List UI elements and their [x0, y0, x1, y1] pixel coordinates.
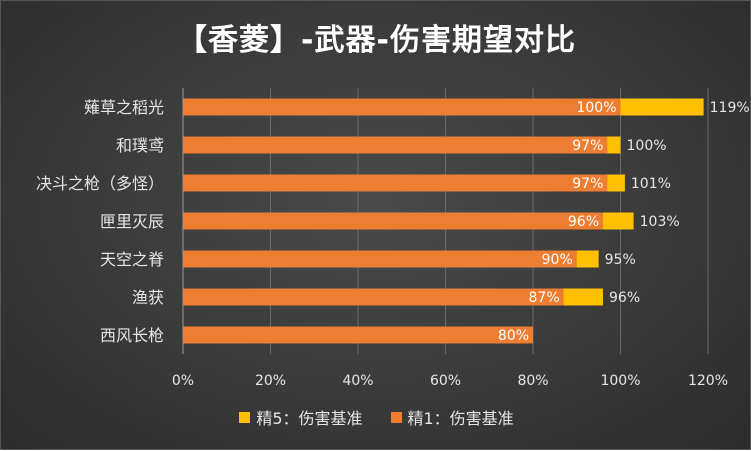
x-tick-label: 20%: [255, 373, 286, 389]
data-label-r1: 100%: [576, 100, 616, 116]
data-label-r1: 96%: [568, 214, 599, 230]
legend-item-r1: 精1：伤害基准: [390, 405, 514, 429]
data-label-r1: 90%: [542, 252, 573, 268]
bar-r1: [183, 250, 577, 268]
x-tick-label: 120%: [688, 373, 728, 389]
legend-label-r5: 精5：伤害基准: [256, 409, 363, 428]
category-label: 薙草之稻光: [84, 98, 164, 117]
legend: 精5：伤害基准 精1：伤害基准: [1, 405, 751, 429]
data-label-r1: 97%: [572, 138, 603, 154]
bar-r1: [183, 174, 608, 192]
x-tick-label: 60%: [430, 373, 461, 389]
data-label-r5: 100%: [627, 138, 667, 154]
x-tick-label: 100%: [600, 373, 640, 389]
bar-r1: [183, 288, 564, 306]
data-label-r1: 80%: [498, 328, 529, 344]
category-label: 渔获: [132, 288, 164, 307]
legend-swatch-r5: [239, 411, 251, 423]
x-tick-label: 80%: [517, 373, 548, 389]
category-label: 西风长枪: [100, 326, 164, 345]
data-label-r5: 103%: [640, 214, 680, 230]
data-label-r5: 119%: [710, 100, 750, 116]
legend-item-r5: 精5：伤害基准: [239, 405, 363, 429]
bar-r1: [183, 136, 608, 154]
bar-r1: [183, 212, 603, 230]
category-label: 决斗之枪（多怪）: [36, 174, 164, 193]
data-label-r5: 95%: [605, 252, 636, 268]
category-label: 匣里灭辰: [100, 212, 164, 231]
legend-label-r1: 精1：伤害基准: [407, 409, 514, 428]
data-label-r1: 87%: [529, 290, 560, 306]
bar-r1: [183, 326, 533, 344]
x-tick-label: 40%: [342, 373, 373, 389]
x-tick-label: 0%: [172, 373, 194, 389]
category-label: 和璞鸢: [116, 136, 164, 155]
bar-r1: [183, 98, 621, 116]
data-label-r5: 96%: [609, 290, 640, 306]
chart-title: 【香菱】-武器-伤害期望对比: [177, 23, 576, 58]
data-label-r1: 97%: [572, 176, 603, 192]
category-label: 天空之脊: [100, 250, 164, 269]
legend-swatch-r1: [390, 411, 402, 423]
data-label-r5: 101%: [631, 176, 671, 192]
